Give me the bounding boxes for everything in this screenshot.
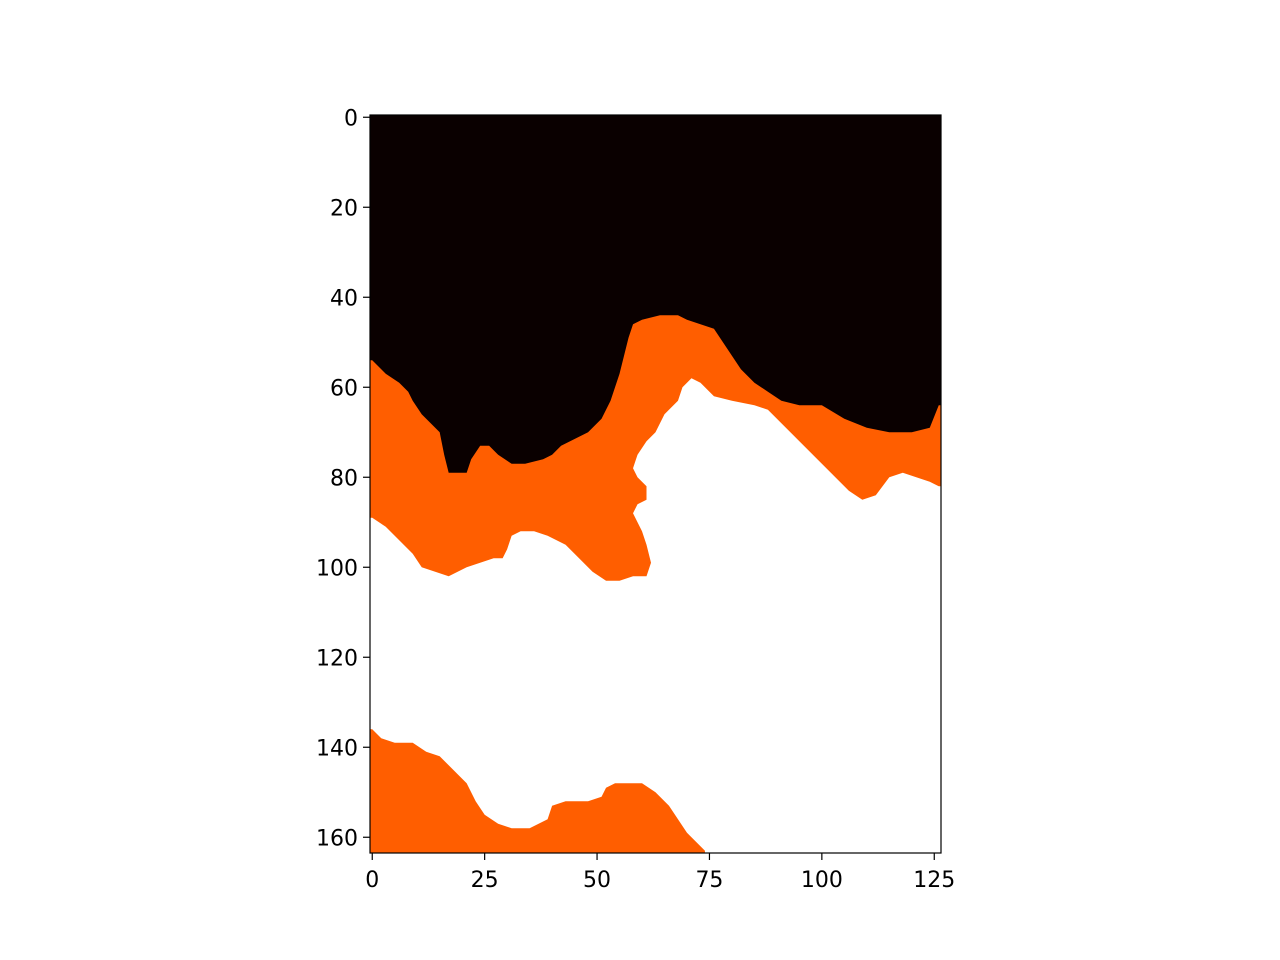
region-orange-bottom [370, 729, 705, 853]
x-tick-label: 100 [801, 868, 843, 893]
y-tick-label: 60 [330, 376, 358, 401]
y-axis: 0 20 40 60 80 100 120 140 160 [316, 106, 370, 851]
y-tick-label: 0 [344, 106, 358, 131]
x-tick-label: 50 [583, 868, 611, 893]
y-tick-label: 80 [330, 466, 358, 491]
x-tick-label: 0 [365, 868, 379, 893]
x-axis: 0 25 50 75 100 125 [365, 853, 955, 893]
y-tick-label: 100 [316, 556, 358, 581]
x-tick-label: 75 [695, 868, 723, 893]
y-tick-label: 120 [316, 646, 358, 671]
y-tick-label: 160 [316, 826, 358, 851]
y-tick-label: 20 [330, 196, 358, 221]
x-tick-label: 125 [913, 868, 955, 893]
plot-frame [369, 114, 942, 854]
region-white-area [370, 378, 941, 853]
y-tick-label: 40 [330, 286, 358, 311]
y-tick-label: 140 [316, 736, 358, 761]
x-tick-label: 25 [471, 868, 499, 893]
plot-area [370, 115, 941, 853]
